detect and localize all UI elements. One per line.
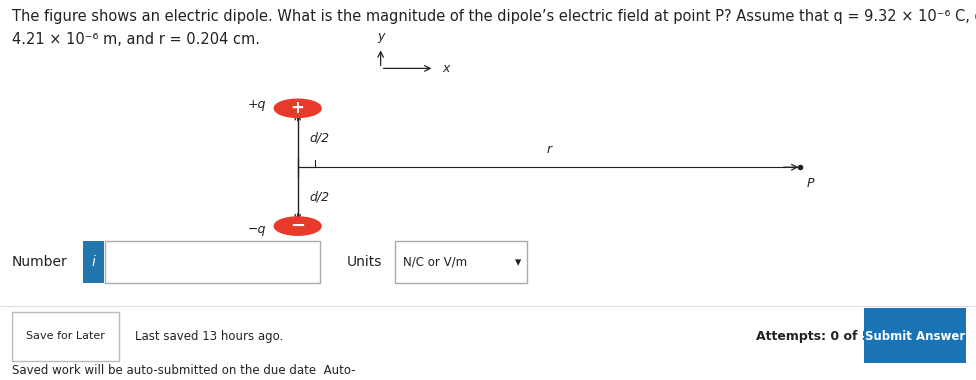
Text: r: r [547, 143, 551, 156]
Text: +q: +q [248, 98, 266, 111]
Text: Units: Units [346, 255, 382, 269]
Text: x: x [442, 62, 450, 75]
Text: ▾: ▾ [515, 256, 521, 269]
FancyBboxPatch shape [105, 241, 320, 283]
Text: 4.21 × 10⁻⁶ m, and r = 0.204 cm.: 4.21 × 10⁻⁶ m, and r = 0.204 cm. [12, 32, 260, 47]
Text: −: − [290, 217, 305, 235]
FancyBboxPatch shape [864, 308, 966, 363]
Text: N/C or V/m: N/C or V/m [403, 256, 468, 269]
Text: P: P [806, 177, 814, 190]
FancyBboxPatch shape [12, 312, 119, 361]
Text: d/2: d/2 [309, 190, 330, 203]
Circle shape [274, 99, 321, 117]
Text: −q: −q [248, 223, 266, 236]
Text: d/2: d/2 [309, 131, 330, 144]
Text: Save for Later: Save for Later [26, 331, 104, 341]
Text: Attempts: 0 of 5 used: Attempts: 0 of 5 used [756, 330, 909, 343]
Text: The figure shows an electric dipole. What is the magnitude of the dipole’s elect: The figure shows an electric dipole. Wha… [12, 10, 976, 24]
Text: Number: Number [12, 255, 67, 269]
FancyBboxPatch shape [83, 241, 104, 283]
Text: y: y [377, 30, 385, 43]
Text: Submit Answer: Submit Answer [865, 330, 965, 343]
Text: Last saved 13 hours ago.: Last saved 13 hours ago. [135, 330, 283, 343]
Text: +: + [291, 99, 305, 117]
FancyBboxPatch shape [395, 241, 527, 283]
Text: i: i [92, 255, 96, 269]
Text: Saved work will be auto-submitted on the due date  Auto-: Saved work will be auto-submitted on the… [12, 364, 355, 377]
Circle shape [274, 217, 321, 235]
